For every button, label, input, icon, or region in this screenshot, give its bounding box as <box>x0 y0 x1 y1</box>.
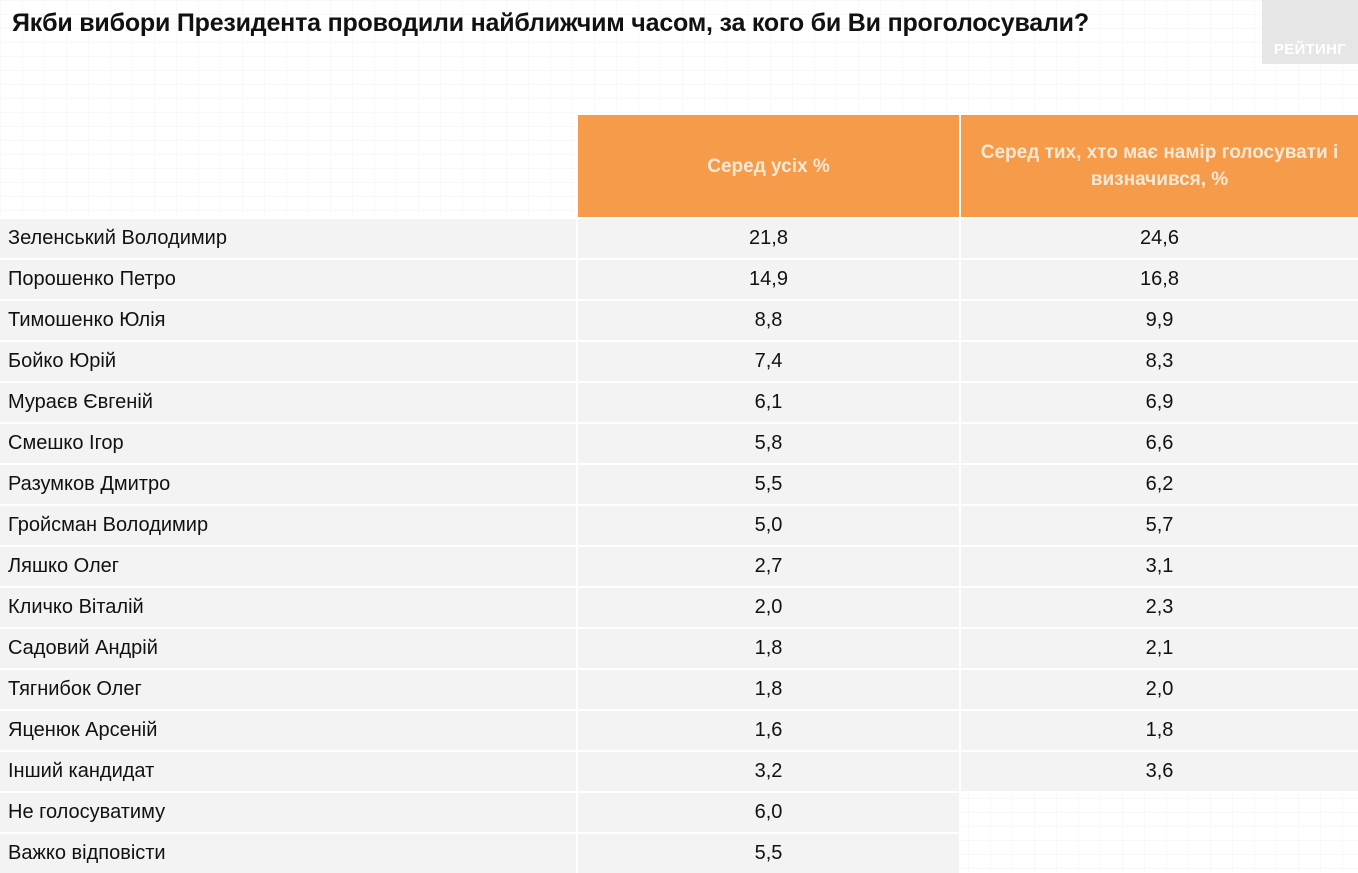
value-among-all: 7,4 <box>576 340 959 381</box>
table-row: Порошенко Петро 14,9 16,8 <box>0 258 1358 299</box>
candidate-name: Порошенко Петро <box>0 258 576 299</box>
value-among-all: 1,8 <box>576 668 959 709</box>
candidate-name: Тимошенко Юлія <box>0 299 576 340</box>
table-row: Зеленський Володимир 21,8 24,6 <box>0 217 1358 258</box>
value-among-decided <box>959 791 1358 832</box>
value-among-all: 8,8 <box>576 299 959 340</box>
value-among-decided: 9,9 <box>959 299 1358 340</box>
candidate-name: Важко відповісти <box>0 832 576 873</box>
value-among-decided: 3,1 <box>959 545 1358 586</box>
table-row: Ляшко Олег 2,7 3,1 <box>0 545 1358 586</box>
value-among-all: 3,2 <box>576 750 959 791</box>
table-row: Тягнибок Олег 1,8 2,0 <box>0 668 1358 709</box>
table-row: Яценюк Арсеній 1,6 1,8 <box>0 709 1358 750</box>
header-among-all-label: Серед усіх % <box>707 155 830 177</box>
table-row: Мураєв Євгеній 6,1 6,9 <box>0 381 1358 422</box>
value-among-decided: 2,1 <box>959 627 1358 668</box>
value-among-all: 5,5 <box>576 832 959 873</box>
page-title: Якби вибори Президента проводили найближ… <box>12 9 1089 37</box>
candidate-name: Не голосуватиму <box>0 791 576 832</box>
value-among-all: 21,8 <box>576 217 959 258</box>
header-among-decided: Серед тих, хто має намір голосувати і ви… <box>959 115 1358 217</box>
value-among-decided: 16,8 <box>959 258 1358 299</box>
value-among-all: 5,0 <box>576 504 959 545</box>
table-row: Важко відповісти 5,5 <box>0 832 1358 873</box>
candidate-name: Ляшко Олег <box>0 545 576 586</box>
candidate-name: Мураєв Євгеній <box>0 381 576 422</box>
rating-logo-text: РЕЙТИНГ <box>1273 41 1347 58</box>
value-among-decided: 6,9 <box>959 381 1358 422</box>
table-row: Бойко Юрій 7,4 8,3 <box>0 340 1358 381</box>
value-among-all: 5,8 <box>576 422 959 463</box>
table-header-row: Серед усіх % Серед тих, хто має намір го… <box>0 115 1358 217</box>
candidate-name: Садовий Андрій <box>0 627 576 668</box>
table-row: Разумков Дмитро 5,5 6,2 <box>0 463 1358 504</box>
header-among-decided-label: Серед тих, хто має намір голосувати і ви… <box>980 142 1339 190</box>
candidate-name: Бойко Юрій <box>0 340 576 381</box>
candidate-name: Гройсман Володимир <box>0 504 576 545</box>
value-among-all: 6,1 <box>576 381 959 422</box>
value-among-all: 6,0 <box>576 791 959 832</box>
candidate-name: Кличко Віталій <box>0 586 576 627</box>
rating-logo: РЕЙТИНГ <box>1262 0 1358 64</box>
table-row: Тимошенко Юлія 8,8 9,9 <box>0 299 1358 340</box>
header-among-all: Серед усіх % <box>576 115 959 217</box>
value-among-decided: 6,2 <box>959 463 1358 504</box>
table-row: Кличко Віталій 2,0 2,3 <box>0 586 1358 627</box>
candidate-name: Яценюк Арсеній <box>0 709 576 750</box>
table-body: Зеленський Володимир 21,8 24,6 Порошенко Пе… <box>0 217 1358 873</box>
value-among-decided: 6,6 <box>959 422 1358 463</box>
candidate-name: Разумков Дмитро <box>0 463 576 504</box>
table-row: Гройсман Володимир 5,0 5,7 <box>0 504 1358 545</box>
value-among-all: 2,0 <box>576 586 959 627</box>
candidate-name: Зеленський Володимир <box>0 217 576 258</box>
table-row: Інший кандидат 3,2 3,6 <box>0 750 1358 791</box>
value-among-decided: 2,0 <box>959 668 1358 709</box>
value-among-all: 1,6 <box>576 709 959 750</box>
value-among-decided: 24,6 <box>959 217 1358 258</box>
table-row: Не голосуватиму 6,0 <box>0 791 1358 832</box>
value-among-all: 14,9 <box>576 258 959 299</box>
candidate-name: Тягнибок Олег <box>0 668 576 709</box>
value-among-decided: 2,3 <box>959 586 1358 627</box>
value-among-decided <box>959 832 1358 873</box>
value-among-decided: 8,3 <box>959 340 1358 381</box>
value-among-all: 2,7 <box>576 545 959 586</box>
value-among-all: 1,8 <box>576 627 959 668</box>
value-among-decided: 1,8 <box>959 709 1358 750</box>
poll-results-table: Серед усіх % Серед тих, хто має намір го… <box>0 115 1358 873</box>
candidate-name: Інший кандидат <box>0 750 576 791</box>
value-among-all: 5,5 <box>576 463 959 504</box>
value-among-decided: 3,6 <box>959 750 1358 791</box>
value-among-decided: 5,7 <box>959 504 1358 545</box>
candidate-name: Смешко Ігор <box>0 422 576 463</box>
table-row: Садовий Андрій 1,8 2,1 <box>0 627 1358 668</box>
table-row: Смешко Ігор 5,8 6,6 <box>0 422 1358 463</box>
header-candidate <box>0 115 576 217</box>
